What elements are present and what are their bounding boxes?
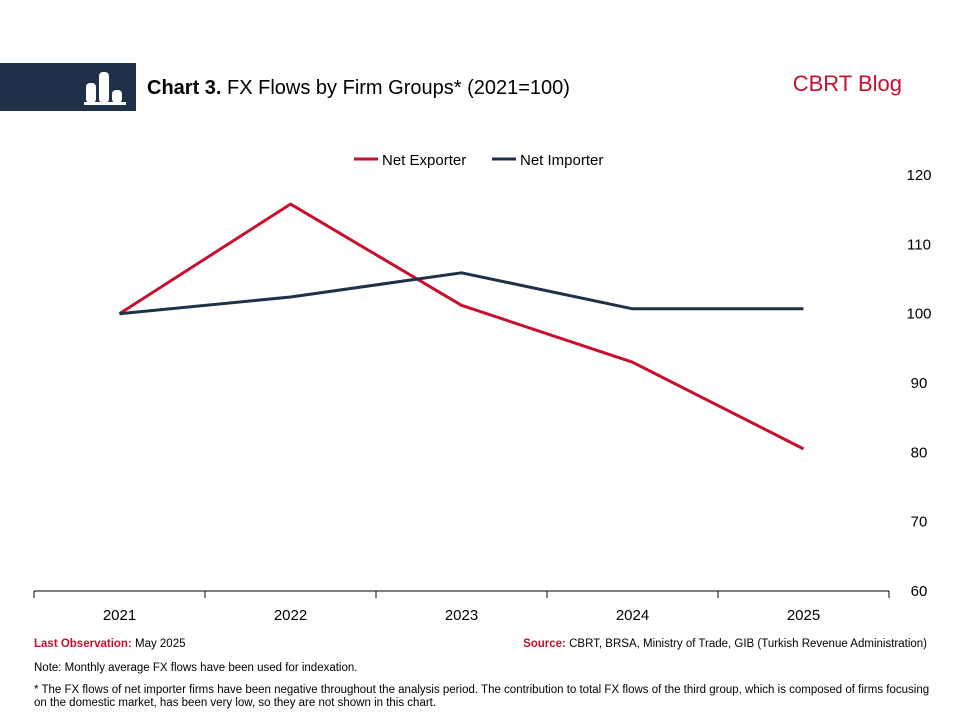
x-tick-label: 2022 [274, 607, 307, 624]
source: Source: CBRT, BRSA, Ministry of Trade, G… [523, 638, 927, 650]
x-tick-label: 2025 [787, 607, 820, 624]
brand-name: CBRT Blog [792, 71, 902, 96]
note: Note: Monthly average FX flows have been… [34, 662, 358, 674]
y-tick-label: 90 [911, 375, 928, 392]
chart-title-text: FX Flows by Firm Groups* (2021=100) [227, 77, 570, 99]
chart-title-number: Chart 3. [147, 77, 222, 99]
series-line-net-exporter [118, 202, 805, 451]
footnote: * The FX flows of net importer firms hav… [34, 684, 930, 709]
chart-title: Chart 3. FX Flows by Firm Groups* (2021=… [147, 77, 570, 100]
source-label: Source: [523, 638, 566, 650]
y-tick-label: 80 [911, 444, 928, 461]
y-tick-label: 110 [907, 236, 931, 253]
legend-label: Net Exporter [382, 152, 466, 169]
last-observation-value: May 2025 [134, 638, 186, 650]
x-tick-label: 2023 [445, 607, 478, 624]
bar-chart-icon [84, 72, 126, 105]
legend-label: Net Importer [520, 152, 603, 169]
x-tick-label: 2021 [103, 607, 136, 624]
last-observation-label: Last Observation: [34, 638, 132, 650]
y-tick-label: 100 [906, 306, 931, 323]
x-tick-label: 2024 [616, 607, 649, 624]
y-tick-label: 60 [911, 583, 928, 600]
series-line-net-importer [119, 271, 804, 316]
y-tick-label: 120 [906, 167, 931, 184]
y-tick-label: 70 [911, 514, 928, 531]
source-value: CBRT, BRSA, Ministry of Trade, GIB (Turk… [569, 638, 927, 650]
last-observation: Last Observation: May 2025 [34, 638, 186, 650]
